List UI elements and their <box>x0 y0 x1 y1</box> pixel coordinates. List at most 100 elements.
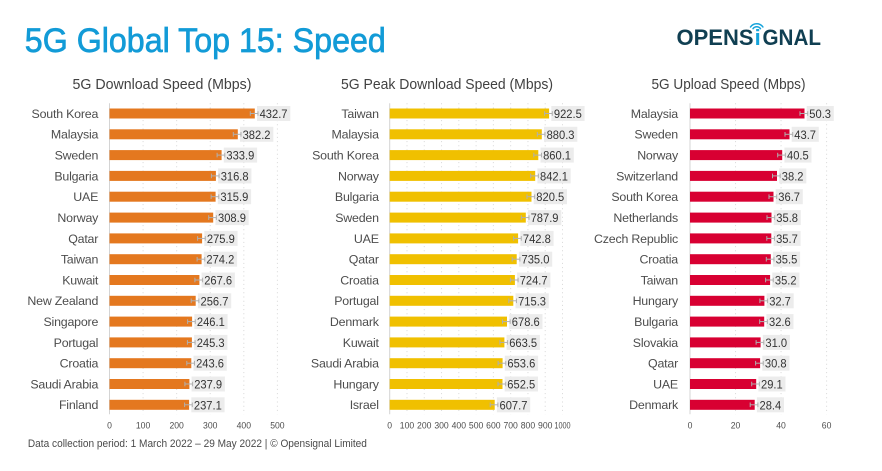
svg-text:245.3: 245.3 <box>197 336 225 350</box>
svg-text:900: 900 <box>538 421 552 432</box>
svg-text:Sweden: Sweden <box>55 149 99 163</box>
svg-text:Croatia: Croatia <box>340 273 379 287</box>
svg-text:432.7: 432.7 <box>260 107 288 121</box>
svg-text:400: 400 <box>452 421 466 432</box>
svg-text:100: 100 <box>400 421 414 432</box>
svg-text:860.1: 860.1 <box>543 149 571 163</box>
svg-text:Croatia: Croatia <box>639 253 678 267</box>
svg-text:Sweden: Sweden <box>634 128 678 142</box>
svg-text:60: 60 <box>822 421 832 432</box>
svg-text:South Korea: South Korea <box>32 107 99 121</box>
svg-text:5G Global Top 15: Speed: 5G Global Top 15: Speed <box>25 22 386 60</box>
svg-text:842.1: 842.1 <box>540 169 568 183</box>
svg-text:Norway: Norway <box>338 169 380 183</box>
svg-text:500: 500 <box>469 421 483 432</box>
svg-text:Kuwait: Kuwait <box>343 336 380 350</box>
svg-text:28.4: 28.4 <box>760 398 782 412</box>
svg-text:Taiwan: Taiwan <box>61 253 99 267</box>
svg-text:Slovakia: Slovakia <box>633 336 679 350</box>
svg-text:New Zealand: New Zealand <box>27 294 98 308</box>
svg-text:Bulgaria: Bulgaria <box>634 315 678 329</box>
svg-text:Hungary: Hungary <box>333 377 379 391</box>
svg-text:Malaysia: Malaysia <box>51 128 99 142</box>
svg-text:Portugal: Portugal <box>54 336 99 350</box>
svg-text:0: 0 <box>107 421 112 432</box>
svg-text:Kuwait: Kuwait <box>62 273 99 287</box>
svg-text:382.2: 382.2 <box>243 128 271 142</box>
svg-text:100: 100 <box>136 421 150 432</box>
svg-text:Malaysia: Malaysia <box>631 107 679 121</box>
svg-text:678.6: 678.6 <box>512 315 540 329</box>
svg-text:Czech Republic: Czech Republic <box>594 232 678 246</box>
svg-text:Bulgaria: Bulgaria <box>54 169 98 183</box>
svg-text:Qatar: Qatar <box>648 357 678 371</box>
svg-text:OPENS: OPENS <box>677 25 754 50</box>
svg-text:0: 0 <box>688 421 693 432</box>
svg-text:500: 500 <box>270 421 284 432</box>
svg-text:246.1: 246.1 <box>197 315 225 329</box>
svg-text:i: i <box>755 25 761 50</box>
svg-text:30.8: 30.8 <box>765 357 787 371</box>
svg-text:32.7: 32.7 <box>769 294 791 308</box>
svg-text:Qatar: Qatar <box>349 253 379 267</box>
svg-text:Saudi Arabia: Saudi Arabia <box>30 377 98 391</box>
svg-text:715.3: 715.3 <box>518 294 546 308</box>
svg-text:308.9: 308.9 <box>218 211 246 225</box>
svg-text:237.9: 237.9 <box>194 378 222 392</box>
svg-text:35.5: 35.5 <box>776 253 798 267</box>
svg-text:600: 600 <box>486 421 500 432</box>
svg-text:256.7: 256.7 <box>201 294 229 308</box>
svg-text:Denmark: Denmark <box>629 398 679 412</box>
svg-text:400: 400 <box>237 421 251 432</box>
svg-text:275.9: 275.9 <box>207 232 235 246</box>
svg-text:South Korea: South Korea <box>611 190 678 204</box>
svg-text:29.1: 29.1 <box>761 378 783 392</box>
svg-text:663.5: 663.5 <box>509 336 537 350</box>
svg-text:Finland: Finland <box>59 398 99 412</box>
svg-text:35.8: 35.8 <box>776 211 798 225</box>
svg-text:316.8: 316.8 <box>221 169 249 183</box>
svg-text:300: 300 <box>203 421 217 432</box>
svg-text:43.7: 43.7 <box>794 128 816 142</box>
svg-text:800: 800 <box>521 421 535 432</box>
svg-text:200: 200 <box>417 421 431 432</box>
svg-text:Qatar: Qatar <box>68 232 98 246</box>
svg-text:5G Peak Download Speed (Mbps): 5G Peak Download Speed (Mbps) <box>341 76 553 93</box>
svg-text:Switzerland: Switzerland <box>616 169 678 183</box>
svg-text:UAE: UAE <box>354 232 379 246</box>
svg-text:243.6: 243.6 <box>196 357 224 371</box>
svg-text:Taiwan: Taiwan <box>641 273 679 287</box>
svg-text:653.6: 653.6 <box>507 357 535 371</box>
svg-text:922.5: 922.5 <box>554 107 582 121</box>
svg-text:40.5: 40.5 <box>787 149 809 163</box>
svg-text:333.9: 333.9 <box>226 149 254 163</box>
svg-text:267.6: 267.6 <box>204 274 232 288</box>
svg-text:Norway: Norway <box>637 149 679 163</box>
svg-text:Netherlands: Netherlands <box>613 211 678 225</box>
svg-text:Hungary: Hungary <box>633 294 679 308</box>
svg-text:274.2: 274.2 <box>206 253 234 267</box>
svg-text:38.2: 38.2 <box>782 169 804 183</box>
svg-text:5G Download Speed (Mbps): 5G Download Speed (Mbps) <box>73 76 252 93</box>
svg-text:Saudi Arabia: Saudi Arabia <box>311 357 379 371</box>
svg-text:300: 300 <box>434 421 448 432</box>
svg-text:Croatia: Croatia <box>60 357 99 371</box>
svg-text:Malaysia: Malaysia <box>332 128 380 142</box>
svg-text:1000: 1000 <box>554 421 570 432</box>
svg-text:32.6: 32.6 <box>769 315 791 329</box>
svg-text:UAE: UAE <box>73 190 98 204</box>
svg-text:0: 0 <box>387 421 392 432</box>
svg-text:UAE: UAE <box>653 377 678 391</box>
svg-text:35.7: 35.7 <box>776 232 798 246</box>
svg-text:724.7: 724.7 <box>520 274 548 288</box>
svg-text:700: 700 <box>503 421 517 432</box>
svg-text:735.0: 735.0 <box>522 253 550 267</box>
svg-text:Norway: Norway <box>57 211 99 225</box>
svg-text:36.7: 36.7 <box>778 190 800 204</box>
svg-text:South Korea: South Korea <box>312 149 379 163</box>
svg-text:237.1: 237.1 <box>194 398 222 412</box>
svg-text:742.8: 742.8 <box>523 232 551 246</box>
svg-text:5G Upload Speed (Mbps): 5G Upload Speed (Mbps) <box>652 76 806 93</box>
svg-text:Denmark: Denmark <box>330 315 380 329</box>
svg-text:880.3: 880.3 <box>547 128 575 142</box>
